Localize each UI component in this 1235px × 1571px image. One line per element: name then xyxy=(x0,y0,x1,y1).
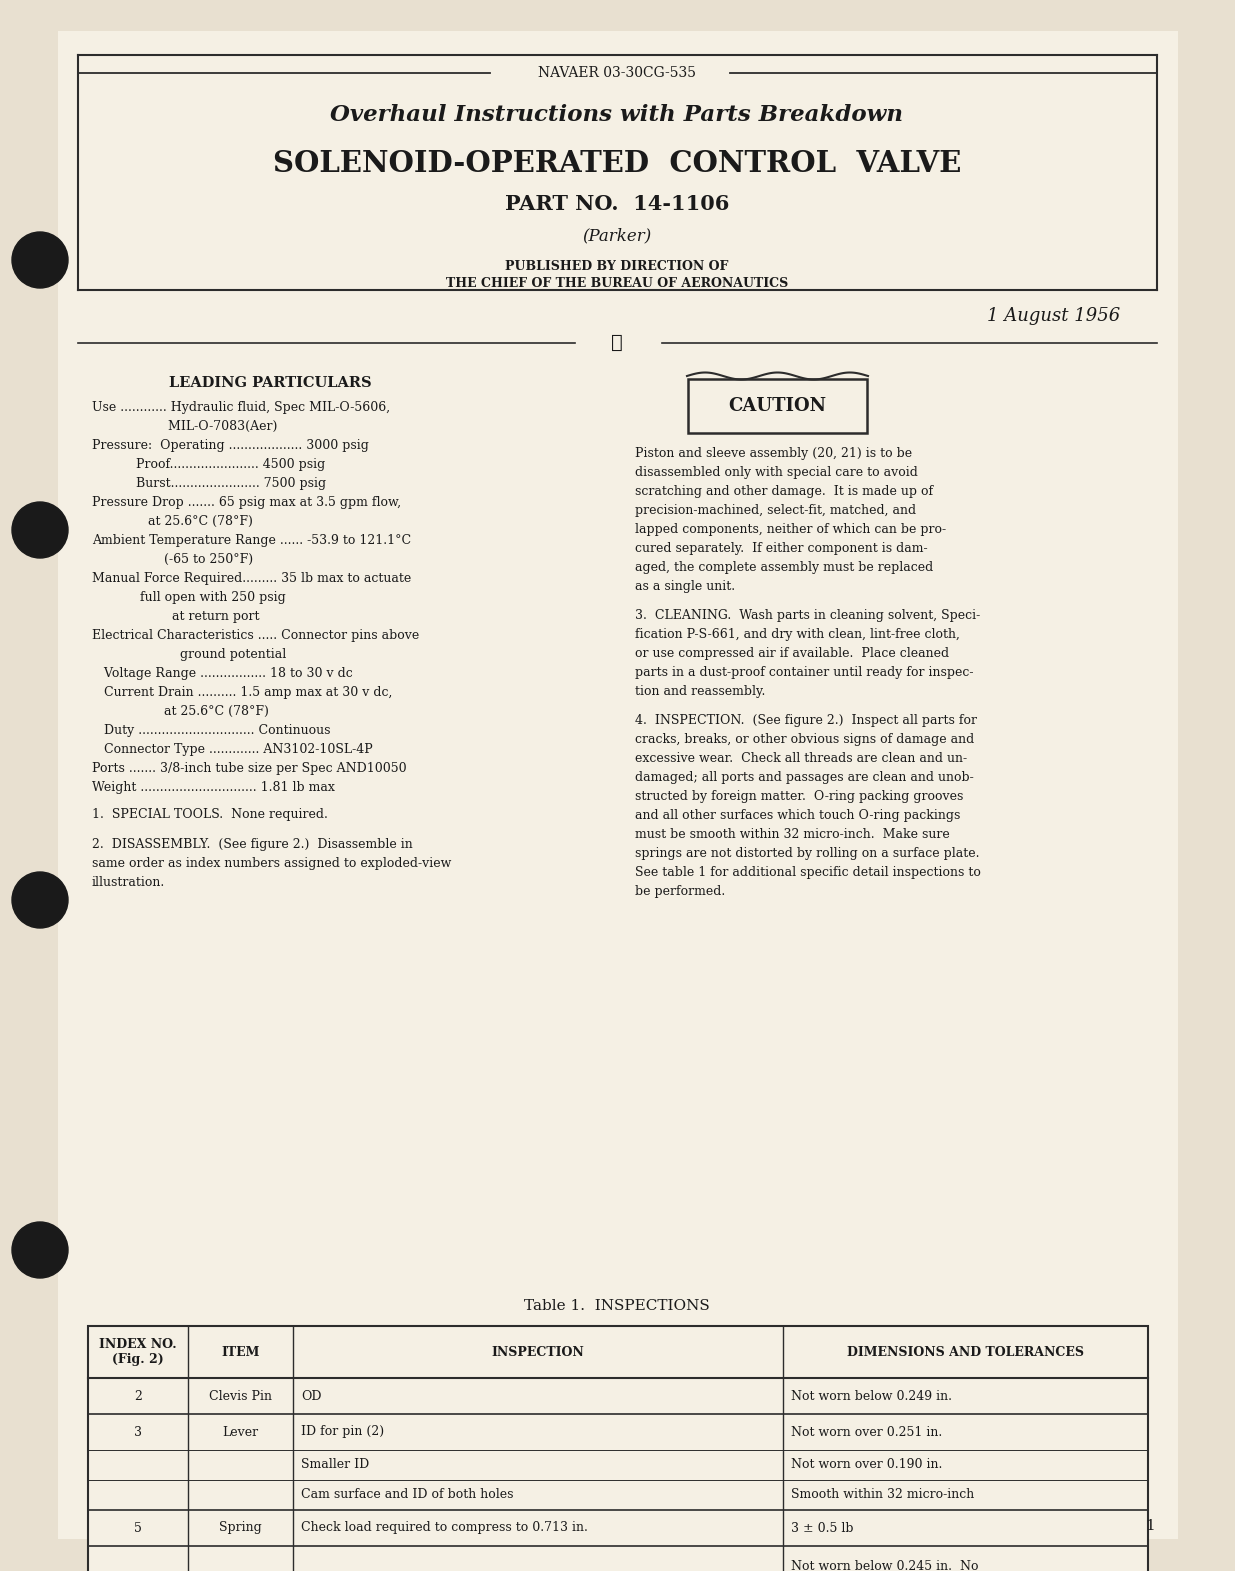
Text: damaged; all ports and passages are clean and unob-: damaged; all ports and passages are clea… xyxy=(635,771,973,784)
Text: at 25.6°C (78°F): at 25.6°C (78°F) xyxy=(91,705,269,718)
Text: Overhaul Instructions with Parts Breakdown: Overhaul Instructions with Parts Breakdo… xyxy=(331,104,904,126)
FancyBboxPatch shape xyxy=(688,379,867,434)
Text: LEADING PARTICULARS: LEADING PARTICULARS xyxy=(169,375,372,390)
Text: structed by foreign matter.  O-ring packing grooves: structed by foreign matter. O-ring packi… xyxy=(635,790,963,803)
Text: PUBLISHED BY DIRECTION OF: PUBLISHED BY DIRECTION OF xyxy=(505,259,729,272)
Text: Use ............ Hydraulic fluid, Spec MIL-O-5606,: Use ............ Hydraulic fluid, Spec M… xyxy=(91,401,390,415)
Text: 1: 1 xyxy=(1145,1519,1155,1533)
Text: MIL-O-7083(Aer): MIL-O-7083(Aer) xyxy=(91,419,278,434)
Text: Ambient Temperature Range ...... -53.9 to 121.1°C: Ambient Temperature Range ...... -53.9 t… xyxy=(91,534,411,547)
Text: 3: 3 xyxy=(135,1425,142,1439)
Text: same order as index numbers assigned to exploded-view: same order as index numbers assigned to … xyxy=(91,858,451,870)
Text: Check load required to compress to 0.713 in.: Check load required to compress to 0.713… xyxy=(301,1521,588,1535)
Text: DIMENSIONS AND TOLERANCES: DIMENSIONS AND TOLERANCES xyxy=(847,1345,1084,1359)
Text: at return port: at return port xyxy=(91,610,259,624)
Text: and all other surfaces which touch O-ring packings: and all other surfaces which touch O-rin… xyxy=(635,809,961,822)
Text: Current Drain .......... 1.5 amp max at 30 v dc,: Current Drain .......... 1.5 amp max at … xyxy=(91,687,393,699)
Text: Smooth within 32 micro-inch: Smooth within 32 micro-inch xyxy=(790,1488,974,1502)
Text: PART NO.  14-1106: PART NO. 14-1106 xyxy=(505,193,729,214)
Text: scratching and other damage.  It is made up of: scratching and other damage. It is made … xyxy=(635,485,934,498)
Text: Connector Type ............. AN3102-10SL-4P: Connector Type ............. AN3102-10SL… xyxy=(91,743,373,756)
Text: 3 ± 0.5 lb: 3 ± 0.5 lb xyxy=(790,1521,853,1535)
Text: 2.  DISASSEMBLY.  (See figure 2.)  Disassemble in: 2. DISASSEMBLY. (See figure 2.) Disassem… xyxy=(91,837,412,851)
Circle shape xyxy=(12,503,68,558)
Text: Not worn over 0.251 in.: Not worn over 0.251 in. xyxy=(790,1425,942,1439)
FancyBboxPatch shape xyxy=(58,31,1178,1540)
Circle shape xyxy=(12,872,68,928)
Text: fication P-S-661, and dry with clean, lint-free cloth,: fication P-S-661, and dry with clean, li… xyxy=(635,628,960,641)
Text: illustration.: illustration. xyxy=(91,877,165,889)
Text: Piston and sleeve assembly (20, 21) is to be: Piston and sleeve assembly (20, 21) is t… xyxy=(635,448,913,460)
Text: full open with 250 psig: full open with 250 psig xyxy=(91,591,285,603)
Text: lapped components, neither of which can be pro-: lapped components, neither of which can … xyxy=(635,523,946,536)
Text: INDEX NO.
(Fig. 2): INDEX NO. (Fig. 2) xyxy=(99,1338,177,1367)
Text: 5: 5 xyxy=(135,1521,142,1535)
Text: must be smooth within 32 micro-inch.  Make sure: must be smooth within 32 micro-inch. Mak… xyxy=(635,828,950,840)
Text: springs are not distorted by rolling on a surface plate.: springs are not distorted by rolling on … xyxy=(635,847,979,859)
Text: Voltage Range ................. 18 to 30 v dc: Voltage Range ................. 18 to 30… xyxy=(91,668,353,680)
Text: SOLENOID-OPERATED  CONTROL  VALVE: SOLENOID-OPERATED CONTROL VALVE xyxy=(273,149,961,178)
Text: Lever: Lever xyxy=(222,1425,258,1439)
Text: Not worn over 0.190 in.: Not worn over 0.190 in. xyxy=(790,1458,942,1472)
Text: See table 1 for additional specific detail inspections to: See table 1 for additional specific deta… xyxy=(635,866,981,880)
Text: Weight .............................. 1.81 lb max: Weight .............................. 1.… xyxy=(91,781,335,793)
Text: parts in a dust-proof container until ready for inspec-: parts in a dust-proof container until re… xyxy=(635,666,973,679)
Text: ★: ★ xyxy=(611,335,622,352)
Text: Proof....................... 4500 psig: Proof....................... 4500 psig xyxy=(91,459,325,471)
Text: INSPECTION: INSPECTION xyxy=(492,1345,584,1359)
Text: THE CHIEF OF THE BUREAU OF AERONAUTICS: THE CHIEF OF THE BUREAU OF AERONAUTICS xyxy=(446,276,788,289)
Text: Spring: Spring xyxy=(219,1521,262,1535)
Text: Manual Force Required......... 35 lb max to actuate: Manual Force Required......... 35 lb max… xyxy=(91,572,411,584)
Text: 1 August 1956: 1 August 1956 xyxy=(987,306,1120,325)
Text: tion and reassembly.: tion and reassembly. xyxy=(635,685,766,698)
Text: 1.  SPECIAL TOOLS.  None required.: 1. SPECIAL TOOLS. None required. xyxy=(91,807,327,822)
Text: Not worn below 0.245 in.  No
scratches or wear marks deeper
than 32 micro-inch.: Not worn below 0.245 in. No scratches or… xyxy=(790,1560,997,1571)
Text: (-65 to 250°F): (-65 to 250°F) xyxy=(91,553,253,566)
Text: NAVAER 03-30CG-535: NAVAER 03-30CG-535 xyxy=(538,66,697,80)
Text: ITEM: ITEM xyxy=(221,1345,259,1359)
Text: as a single unit.: as a single unit. xyxy=(635,580,735,592)
Text: Electrical Characteristics ..... Connector pins above: Electrical Characteristics ..... Connect… xyxy=(91,628,419,643)
Text: Ports ....... 3/8-inch tube size per Spec AND10050: Ports ....... 3/8-inch tube size per Spe… xyxy=(91,762,406,775)
Text: cured separately.  If either component is dam-: cured separately. If either component is… xyxy=(635,542,927,555)
Circle shape xyxy=(12,1222,68,1277)
Text: disassembled only with special care to avoid: disassembled only with special care to a… xyxy=(635,467,918,479)
Text: Not worn below 0.249 in.: Not worn below 0.249 in. xyxy=(790,1389,952,1403)
Text: ground potential: ground potential xyxy=(91,647,287,661)
Text: Duty .............................. Continuous: Duty .............................. Cont… xyxy=(91,724,331,737)
Text: Cam surface and ID of both holes: Cam surface and ID of both holes xyxy=(301,1488,514,1502)
Text: Table 1.  INSPECTIONS: Table 1. INSPECTIONS xyxy=(524,1299,710,1313)
Text: 2: 2 xyxy=(135,1389,142,1403)
Text: Burst....................... 7500 psig: Burst....................... 7500 psig xyxy=(91,478,326,490)
Text: Pressure Drop ....... 65 psig max at 3.5 gpm flow,: Pressure Drop ....... 65 psig max at 3.5… xyxy=(91,496,401,509)
Text: at 25.6°C (78°F): at 25.6°C (78°F) xyxy=(91,515,253,528)
Text: be performed.: be performed. xyxy=(635,884,725,899)
FancyBboxPatch shape xyxy=(88,1326,1149,1571)
Text: Clevis Pin: Clevis Pin xyxy=(209,1389,272,1403)
Circle shape xyxy=(12,233,68,287)
Text: 4.  INSPECTION.  (See figure 2.)  Inspect all parts for: 4. INSPECTION. (See figure 2.) Inspect a… xyxy=(635,713,977,727)
Text: aged, the complete assembly must be replaced: aged, the complete assembly must be repl… xyxy=(635,561,934,573)
Text: OD: OD xyxy=(301,1389,321,1403)
Text: 3.  CLEANING.  Wash parts in cleaning solvent, Speci-: 3. CLEANING. Wash parts in cleaning solv… xyxy=(635,610,981,622)
Text: ID for pin (2): ID for pin (2) xyxy=(301,1425,384,1439)
Text: precision-machined, select-fit, matched, and: precision-machined, select-fit, matched,… xyxy=(635,504,916,517)
Text: excessive wear.  Check all threads are clean and un-: excessive wear. Check all threads are cl… xyxy=(635,753,967,765)
Text: Pressure:  Operating ................... 3000 psig: Pressure: Operating ................... … xyxy=(91,438,369,452)
Text: Smaller ID: Smaller ID xyxy=(301,1458,369,1472)
Text: (Parker): (Parker) xyxy=(583,228,652,245)
Text: or use compressed air if available.  Place cleaned: or use compressed air if available. Plac… xyxy=(635,647,950,660)
Text: cracks, breaks, or other obvious signs of damage and: cracks, breaks, or other obvious signs o… xyxy=(635,734,974,746)
Text: CAUTION: CAUTION xyxy=(729,397,826,415)
